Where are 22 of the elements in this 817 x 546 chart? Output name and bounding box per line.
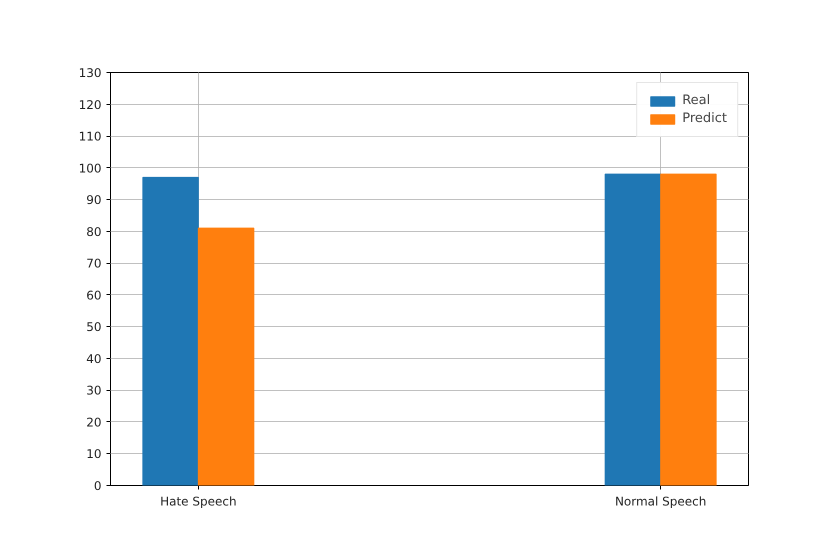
- y-tick-label: 0: [94, 479, 102, 493]
- x-tick-label: Normal Speech: [614, 494, 706, 508]
- bar: [142, 176, 199, 486]
- y-tick-label: 80: [86, 224, 102, 239]
- y-tick-label: 50: [86, 320, 102, 334]
- y-tick-label: 10: [86, 447, 102, 462]
- y-tick-label: 110: [78, 130, 102, 144]
- legend-label: Real: [682, 93, 710, 108]
- bar: [604, 174, 662, 486]
- bar: [660, 174, 717, 486]
- y-tick-label: 60: [86, 288, 102, 302]
- y-tick-label: 20: [86, 415, 102, 430]
- y-tick-label: 120: [78, 98, 102, 112]
- y-tick-label: 40: [86, 352, 102, 366]
- x-tick-label: Hate Speech: [160, 494, 237, 508]
- y-tick-label: 100: [78, 161, 102, 176]
- y-tick-label: 90: [86, 193, 102, 208]
- y-tick-label: 30: [86, 384, 102, 398]
- y-tick-label: 70: [86, 256, 102, 271]
- y-tick-label: 130: [78, 66, 102, 80]
- bar: [198, 228, 254, 486]
- legend-label: Predict: [682, 111, 727, 126]
